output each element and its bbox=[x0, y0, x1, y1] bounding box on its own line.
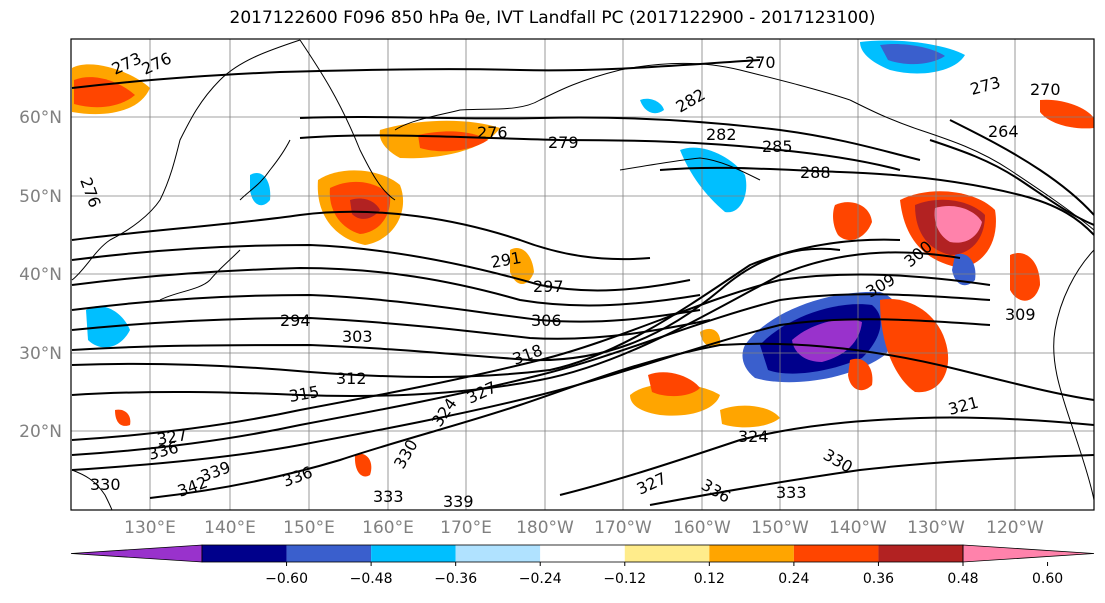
colorbar-tick-label: −0.48 bbox=[350, 571, 393, 587]
lon-label: 160°W bbox=[673, 518, 731, 538]
colorbar-tick-label: −0.36 bbox=[434, 571, 477, 587]
colorbar-segment bbox=[624, 545, 710, 562]
positive-anomaly-region bbox=[350, 198, 380, 219]
theta-e-contours bbox=[71, 59, 1094, 506]
colorbar-tick-label: −0.24 bbox=[519, 571, 562, 587]
shading-layer bbox=[72, 40, 1094, 477]
contour-label: 270 bbox=[745, 53, 776, 72]
lon-label: 170°W bbox=[594, 518, 652, 538]
negative-anomaly-region bbox=[250, 172, 271, 206]
colorbar-segment bbox=[878, 545, 963, 562]
contour-label: 285 bbox=[762, 137, 793, 156]
contour-label: 297 bbox=[533, 277, 564, 296]
contour-label: 303 bbox=[342, 327, 373, 346]
colorbar-segment bbox=[202, 545, 287, 562]
colorbar-segment bbox=[286, 545, 372, 562]
lon-label: 160°E bbox=[362, 518, 414, 538]
positive-anomaly-region bbox=[74, 77, 135, 108]
colorbar-segment bbox=[455, 545, 541, 562]
contour-label: 288 bbox=[800, 163, 831, 182]
map-panel: 273 276 270 273 270 264 276 279 282 285 … bbox=[71, 39, 1094, 511]
lat-label: 50°N bbox=[19, 187, 62, 207]
negative-anomaly-region bbox=[880, 44, 945, 65]
lon-label: 140°W bbox=[829, 518, 887, 538]
lon-label: 140°E bbox=[204, 518, 256, 538]
lon-label: 180°W bbox=[516, 518, 574, 538]
positive-anomaly-region bbox=[720, 405, 780, 428]
colorbar-tick-label: −0.60 bbox=[265, 571, 308, 587]
colorbar-tick-label: 0.36 bbox=[863, 571, 894, 587]
contour-label: 309 bbox=[1005, 305, 1036, 324]
lon-label: 150°W bbox=[751, 518, 809, 538]
positive-anomaly-region bbox=[354, 453, 372, 477]
contour-label: 264 bbox=[988, 122, 1019, 141]
contour-label: 339 bbox=[443, 492, 474, 511]
contour-label: 333 bbox=[776, 483, 807, 502]
colorbar: −0.60 −0.48 −0.36 −0.24 −0.12 0.12 0.24 0.36 0.4… bbox=[70, 544, 1095, 587]
contour-label: 306 bbox=[531, 311, 562, 330]
contour-label: 330 bbox=[90, 475, 121, 494]
positive-anomaly-region bbox=[115, 409, 131, 426]
lon-label: 130°E bbox=[124, 518, 176, 538]
contour-label: 333 bbox=[373, 487, 404, 506]
lat-label: 30°N bbox=[19, 344, 62, 364]
contour-label: 276 bbox=[477, 123, 508, 142]
map-frame bbox=[70, 38, 1095, 511]
colorbar-segment bbox=[371, 545, 456, 562]
lon-label: 150°E bbox=[283, 518, 335, 538]
lat-label: 40°N bbox=[19, 265, 62, 285]
colorbar-tick-label: 0.48 bbox=[947, 571, 978, 587]
contour-label: 270 bbox=[1030, 80, 1061, 99]
colorbar-segment bbox=[540, 545, 625, 562]
longitude-axis: 130°E 140°E 150°E 160°E 170°E 180°W 170°… bbox=[124, 518, 1044, 538]
lon-label: 120°W bbox=[986, 518, 1044, 538]
lon-label: 170°E bbox=[440, 518, 492, 538]
positive-anomaly-region bbox=[880, 299, 949, 393]
coastlines bbox=[71, 39, 1094, 510]
positive-anomaly-region bbox=[833, 202, 872, 241]
negative-anomaly-region bbox=[640, 98, 664, 114]
colorbar-extend-min bbox=[70, 544, 203, 563]
positive-anomaly-region bbox=[1040, 99, 1094, 129]
colorbar-tick-label: 0.60 bbox=[1032, 571, 1063, 587]
contour-label: 324 bbox=[738, 427, 769, 446]
latitude-axis: 60°N 50°N 40°N 30°N 20°N bbox=[19, 108, 62, 442]
lon-label: 130°W bbox=[907, 518, 965, 538]
colorbar-segment bbox=[709, 545, 794, 562]
contour-label: 282 bbox=[706, 125, 737, 144]
contour-label: 312 bbox=[336, 369, 367, 388]
positive-anomaly-region bbox=[648, 372, 700, 397]
contour-label: 279 bbox=[548, 133, 579, 152]
colorbar-tick-label: 0.12 bbox=[694, 571, 725, 587]
colorbar-outline bbox=[201, 544, 964, 563]
positive-anomaly-region bbox=[934, 205, 982, 243]
lat-label: 20°N bbox=[19, 422, 62, 442]
colorbar-segment bbox=[793, 545, 879, 562]
colorbar-tick-label: −0.12 bbox=[603, 571, 646, 587]
negative-anomaly-region bbox=[792, 319, 862, 362]
negative-anomaly-region bbox=[952, 253, 976, 286]
map-title: 2017122600 F096 850 hPa θe, IVT Landfall… bbox=[229, 8, 876, 28]
contour-label: 294 bbox=[280, 311, 311, 330]
colorbar-extend-max bbox=[962, 544, 1095, 563]
positive-anomaly-region bbox=[848, 358, 873, 391]
colorbar-tick-label: 0.24 bbox=[778, 571, 809, 587]
lat-label: 60°N bbox=[19, 108, 62, 128]
positive-anomaly-region bbox=[1010, 253, 1040, 301]
positive-anomaly-region bbox=[510, 248, 534, 284]
